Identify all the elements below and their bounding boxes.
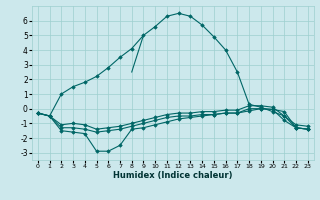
X-axis label: Humidex (Indice chaleur): Humidex (Indice chaleur) (113, 171, 233, 180)
